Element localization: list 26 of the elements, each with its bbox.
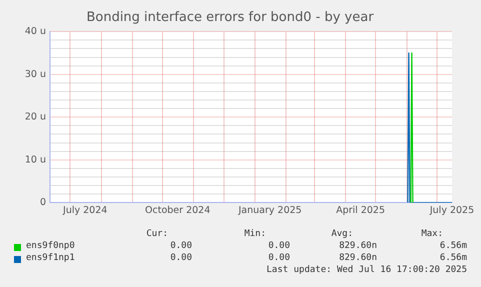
text: Cur: [146,229,168,239]
y-tick-label: 0 [40,197,46,208]
text: 0.00 [170,253,192,263]
legend-label: ens9f0np0 [26,241,75,251]
text: 0.00 [268,241,290,251]
x-tick-label: July 2025 [428,204,474,216]
text: 0.00 [170,241,192,251]
text: Max: [421,229,443,239]
y-tick-label: 30 u [24,68,46,80]
text: 829.60n [339,241,377,251]
y-tick-label: 10 u [24,154,46,166]
text: Last update: Wed Jul 16 17:00:20 2025 [266,265,467,275]
text: 829.60n [339,253,377,263]
chart-title: Bonding interface errors for bond0 - by year [86,10,374,26]
text: 6.56m [440,253,467,263]
x-tick-label: January 2025 [237,204,302,216]
x-tick-label: July 2024 [62,204,108,216]
y-tick-label: 20 u [24,112,46,123]
legend-label: ens9f1np1 [26,253,75,263]
y-tick-label: 40 u [24,26,46,38]
text: Avg: [331,229,353,239]
text: 6.56m [440,241,467,251]
x-tick-label: October 2024 [145,204,210,216]
text: 0.00 [268,253,290,263]
x-tick-label: April 2025 [336,204,386,216]
text: Min: [244,229,266,239]
